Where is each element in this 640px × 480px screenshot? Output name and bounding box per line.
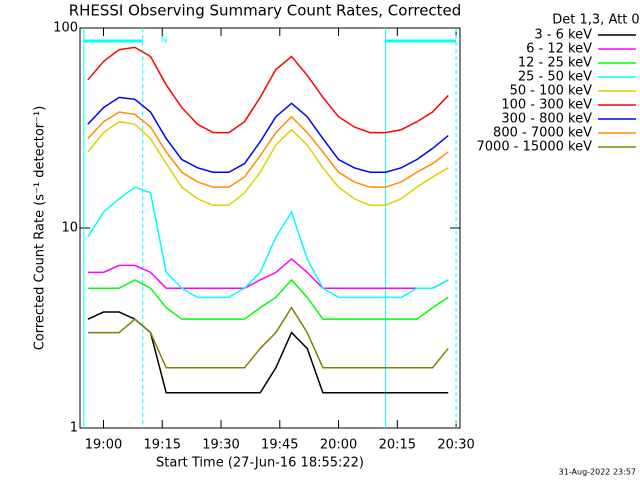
x-axis-label: Start Time (27-Jun-16 18:55:22) xyxy=(156,456,364,471)
series-line xyxy=(87,120,449,206)
legend-label: 50 - 100 keV xyxy=(510,84,593,99)
series-line xyxy=(87,186,449,299)
x-tick-label: 19:15 xyxy=(144,438,181,453)
y-axis-label: Corrected Count Rate (s⁻¹ detector⁻¹) xyxy=(33,106,48,351)
x-tick-label: 20:00 xyxy=(320,438,357,453)
legend-label: 12 - 25 keV xyxy=(518,56,592,71)
legend-label: 7000 - 15000 keV xyxy=(477,140,593,155)
x-tick-label: 19:30 xyxy=(202,438,239,453)
series-line xyxy=(87,46,449,134)
series-line xyxy=(87,311,449,394)
x-tick-label: 20:30 xyxy=(437,438,474,453)
chart-title: RHESSI Observing Summary Count Rates, Co… xyxy=(69,2,462,20)
series-line xyxy=(87,96,449,173)
legend-title: Det 1,3, Att 0 xyxy=(552,13,639,28)
series-line xyxy=(87,306,449,369)
y-tick-label: 1 xyxy=(70,421,78,436)
series-line xyxy=(87,257,449,289)
legend-label: 25 - 50 keV xyxy=(518,70,592,85)
legend-label: 100 - 300 keV xyxy=(501,98,592,113)
legend-label: 800 - 7000 keV xyxy=(493,126,592,141)
x-tick-label: 20:15 xyxy=(379,438,416,453)
legend-label: 3 - 6 keV xyxy=(534,28,592,43)
series-line xyxy=(87,111,449,188)
x-tick-label: 19:45 xyxy=(261,438,298,453)
y-tick-label: 100 xyxy=(53,21,78,36)
night-label: N xyxy=(161,36,168,46)
x-tick-label: 19:00 xyxy=(85,438,122,453)
legend-label: 300 - 800 keV xyxy=(501,112,592,127)
series-line xyxy=(87,278,449,320)
legend-label: 6 - 12 keV xyxy=(526,42,592,57)
y-tick-label: 10 xyxy=(61,221,78,236)
footer: 31-Aug-2022 23:57 xyxy=(559,468,636,477)
